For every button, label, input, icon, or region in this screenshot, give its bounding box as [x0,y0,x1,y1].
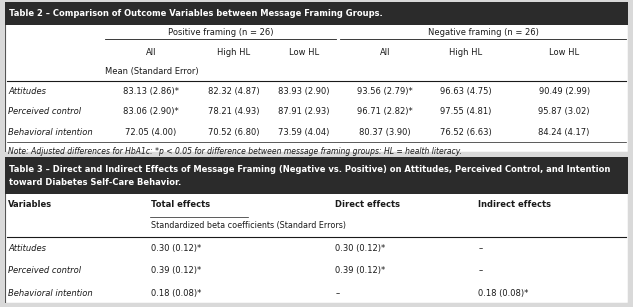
Text: 90.49 (2.99): 90.49 (2.99) [539,87,590,96]
Text: 0.30 (0.12)*: 0.30 (0.12)* [151,244,202,253]
Text: –: – [335,289,339,298]
Text: 96.63 (4.75): 96.63 (4.75) [440,87,492,96]
Text: Attitudes: Attitudes [8,87,46,96]
Text: Low HL: Low HL [289,48,319,57]
Text: 72.05 (4.00): 72.05 (4.00) [125,127,177,137]
Text: 93.56 (2.79)*: 93.56 (2.79)* [357,87,413,96]
Text: 78.21 (4.93): 78.21 (4.93) [208,107,260,116]
Text: Behavioral intention: Behavioral intention [8,127,93,137]
Text: 83.06 (2.90)*: 83.06 (2.90)* [123,107,179,116]
Text: 0.18 (0.08)*: 0.18 (0.08)* [151,289,202,298]
Text: Table 3 – Direct and Indirect Effects of Message Framing (Negative vs. Positive): Table 3 – Direct and Indirect Effects of… [9,165,611,187]
Text: 97.55 (4.81): 97.55 (4.81) [441,107,492,116]
Text: 87.91 (2.93): 87.91 (2.93) [279,107,330,116]
Text: 95.87 (3.02): 95.87 (3.02) [538,107,590,116]
Text: Indirect effects: Indirect effects [479,200,551,209]
Text: Table 2 – Comparison of Outcome Variables between Message Framing Groups.: Table 2 – Comparison of Outcome Variable… [9,9,383,18]
Text: –: – [479,266,483,275]
Bar [5,2,628,25]
Text: 80.37 (3.90): 80.37 (3.90) [359,127,411,137]
Text: Behavioral intention: Behavioral intention [8,289,93,298]
Text: Attitudes: Attitudes [8,244,46,253]
Text: Perceived control: Perceived control [8,107,81,116]
Text: 70.52 (6.80): 70.52 (6.80) [208,127,260,137]
Text: 82.32 (4.87): 82.32 (4.87) [208,87,260,96]
Text: Note: Adjusted differences for HbA1c: *p < 0.05 for difference between message f: Note: Adjusted differences for HbA1c: *p… [8,147,462,156]
Text: Negative framing (n = 26): Negative framing (n = 26) [428,29,539,37]
Text: High HL: High HL [217,48,251,57]
Text: 0.30 (0.12)*: 0.30 (0.12)* [335,244,385,253]
Text: 84.24 (4.17): 84.24 (4.17) [539,127,590,137]
Text: 0.18 (0.08)*: 0.18 (0.08)* [479,289,529,298]
Text: 83.93 (2.90): 83.93 (2.90) [279,87,330,96]
Text: 76.52 (6.63): 76.52 (6.63) [440,127,492,137]
Text: 0.39 (0.12)*: 0.39 (0.12)* [335,266,385,275]
Bar [5,157,628,194]
Text: Positive framing (n = 26): Positive framing (n = 26) [168,29,273,37]
Text: Perceived control: Perceived control [8,266,81,275]
Text: All: All [380,48,391,57]
Text: 96.71 (2.82)*: 96.71 (2.82)* [357,107,413,116]
Text: Variables: Variables [8,200,53,209]
Text: High HL: High HL [449,48,482,57]
Text: Low HL: Low HL [549,48,579,57]
Text: All: All [146,48,156,57]
Text: Mean (Standard Error): Mean (Standard Error) [105,67,199,76]
Text: Total effects: Total effects [151,200,211,209]
Text: Standardized beta coefficients (Standard Errors): Standardized beta coefficients (Standard… [151,221,346,231]
Text: 83.13 (2.86)*: 83.13 (2.86)* [123,87,179,96]
Text: 0.39 (0.12)*: 0.39 (0.12)* [151,266,202,275]
Text: –: – [479,244,483,253]
Text: Direct effects: Direct effects [335,200,400,209]
Text: 73.59 (4.04): 73.59 (4.04) [279,127,330,137]
